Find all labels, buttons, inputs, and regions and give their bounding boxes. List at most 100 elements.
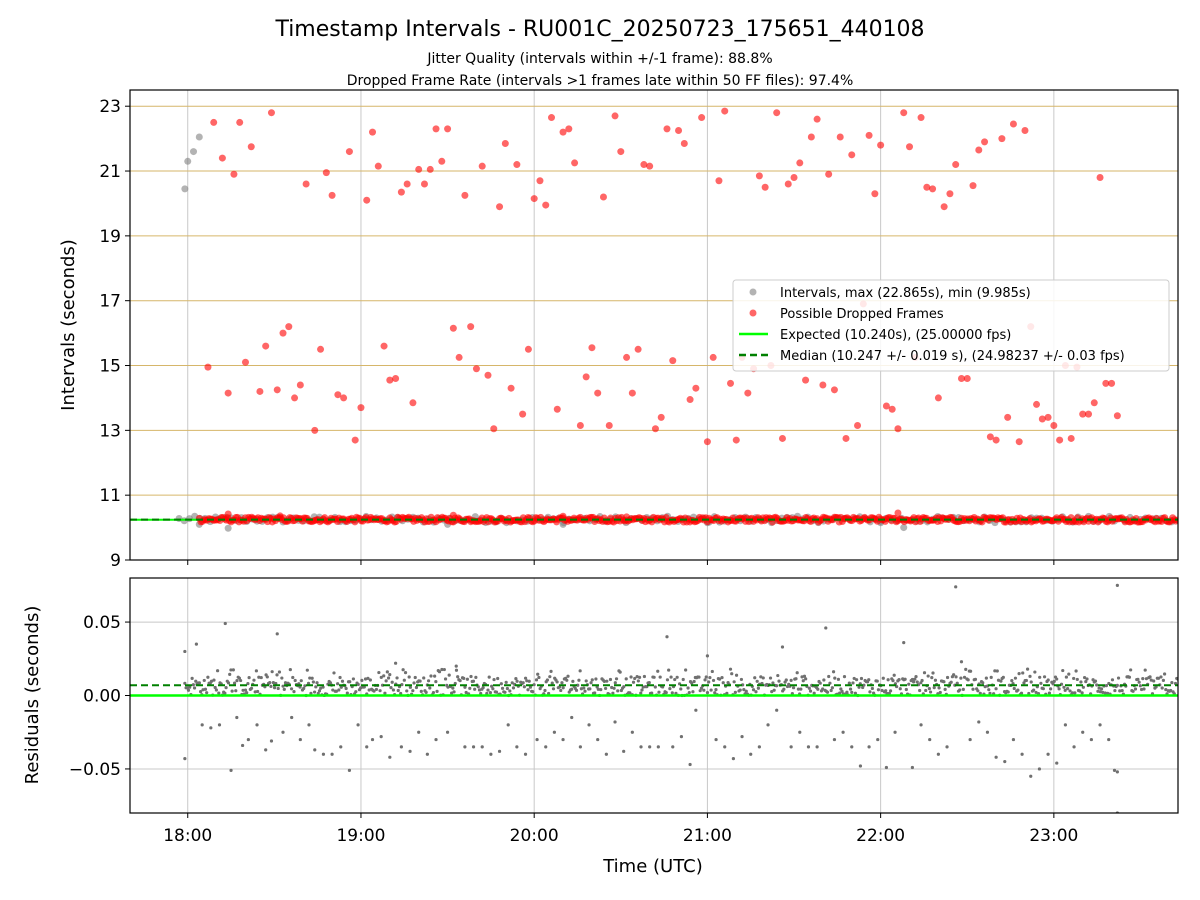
top-dropped-point <box>755 172 763 180</box>
bottom-residual-point <box>434 737 438 742</box>
bottom-residual-point <box>867 745 871 749</box>
top-dropped-point <box>267 109 275 117</box>
bottom-residual-point <box>605 679 609 683</box>
bottom-residual-point <box>331 688 335 692</box>
bottom-residual-point <box>977 720 981 724</box>
bottom-residual-point <box>269 739 274 743</box>
bottom-residual-point <box>499 682 503 686</box>
bottom-residual-point <box>1104 684 1109 688</box>
bottom-residual-point <box>496 676 500 681</box>
bottom-residual-point <box>401 668 405 672</box>
bottom-residual-point <box>1033 670 1037 674</box>
top-dropped-point <box>204 363 212 371</box>
bottom-residual-point <box>614 677 619 681</box>
bottom-residual-point <box>584 679 588 683</box>
bottom-residual-point <box>400 683 404 687</box>
bottom-residual-point <box>293 678 297 683</box>
bottom-residual-point <box>491 687 495 691</box>
bottom-residual-point <box>691 690 695 694</box>
top-dropped-point <box>285 323 293 331</box>
bottom-residual-point <box>744 689 748 693</box>
bottom-residual-point <box>272 686 277 690</box>
bottom-residual-point <box>446 685 450 689</box>
bottom-residual-point <box>1013 676 1018 680</box>
bottom-residual-point <box>1073 691 1077 695</box>
bottom-residual-point <box>403 671 408 675</box>
bottom-residual-point <box>768 676 773 680</box>
bottom-residual-point <box>994 687 998 691</box>
bottom-residual-point <box>707 680 711 684</box>
bottom-residual-point <box>359 686 363 690</box>
bottom-residual-point <box>1024 678 1028 683</box>
bottom-residual-point <box>366 676 370 680</box>
bottom-residual-point <box>853 691 858 695</box>
bottom-residual-point <box>1093 679 1098 683</box>
bottom-residual-point <box>314 685 318 689</box>
x-axis-label: Time (UTC) <box>602 856 703 877</box>
bottom-residual-point <box>688 762 692 767</box>
bottom-residual-point <box>1049 687 1053 691</box>
bottom-residual-point <box>408 685 412 689</box>
bottom-residual-point <box>345 691 349 695</box>
bottom-residual-point <box>952 673 956 677</box>
top-dropped-point <box>1113 412 1121 420</box>
bottom-residual-point <box>1081 685 1085 689</box>
bottom-residual-point <box>340 679 345 683</box>
top-y-tick-label: 19 <box>99 227 121 247</box>
bottom-residual-point <box>931 671 935 675</box>
legend-label-median: Median (10.247 +/- 0.019 s), (24.98237 +… <box>780 349 1125 364</box>
bottom-residual-point <box>205 691 209 695</box>
bottom-residual-point <box>232 681 237 685</box>
top-dropped-point <box>380 342 388 350</box>
bottom-residual-point <box>303 684 307 688</box>
bottom-residual-point <box>550 681 554 685</box>
bottom-residual-point <box>310 676 314 680</box>
legend-marker-intervals <box>749 288 757 296</box>
bottom-residual-point <box>1072 676 1076 681</box>
top-dropped-point <box>773 109 781 117</box>
bottom-residual-point <box>884 689 888 693</box>
top-dropped-point <box>1067 434 1075 442</box>
bottom-residual-point <box>405 689 409 693</box>
top-dropped-point <box>519 410 527 418</box>
top-dropped-point <box>836 133 844 141</box>
top-dropped-point <box>262 342 270 350</box>
top-dropped-point <box>692 384 700 392</box>
bottom-residual-point <box>492 677 496 682</box>
top-dropped-point <box>732 436 740 444</box>
bottom-residual-point <box>734 673 739 677</box>
bottom-residual-point <box>1112 768 1117 773</box>
bottom-residual-point <box>317 689 322 693</box>
bottom-residual-point <box>587 723 591 727</box>
bottom-residual-point <box>816 687 820 691</box>
bottom-residual-point <box>599 688 603 692</box>
bottom-residual-point <box>807 686 811 690</box>
bottom-residual-point <box>1019 691 1024 695</box>
bottom-residual-point <box>578 745 582 749</box>
top-dropped-point <box>1102 379 1110 387</box>
bottom-residual-point <box>994 755 998 759</box>
bottom-residual-point <box>547 691 551 696</box>
bottom-y-tick-label: 0.05 <box>83 613 121 633</box>
bottom-residual-point <box>648 745 652 749</box>
bottom-residual-point <box>414 685 419 690</box>
bottom-residual-point <box>549 669 553 673</box>
bottom-residual-point <box>647 681 651 685</box>
bottom-residual-point <box>708 675 712 680</box>
top-dropped-point <box>415 165 423 173</box>
top-dropped-point <box>796 159 804 167</box>
top-dropped-point <box>680 139 688 147</box>
bottom-residual-point <box>1041 687 1045 691</box>
top-panel-frame <box>129 89 1179 561</box>
bottom-residual-point <box>186 688 191 692</box>
bottom-residual-point <box>246 737 250 742</box>
bottom-residual-point <box>183 757 187 761</box>
top-dropped-point <box>1108 379 1116 387</box>
bottom-residual-point <box>829 688 833 693</box>
top-dropped-point <box>819 381 827 389</box>
bottom-residual-point <box>1052 679 1056 683</box>
bottom-residual-point <box>656 745 660 749</box>
top-y-tick-label: 9 <box>110 551 121 571</box>
bottom-residual-point <box>213 685 217 690</box>
bottom-residual-point <box>385 670 389 674</box>
